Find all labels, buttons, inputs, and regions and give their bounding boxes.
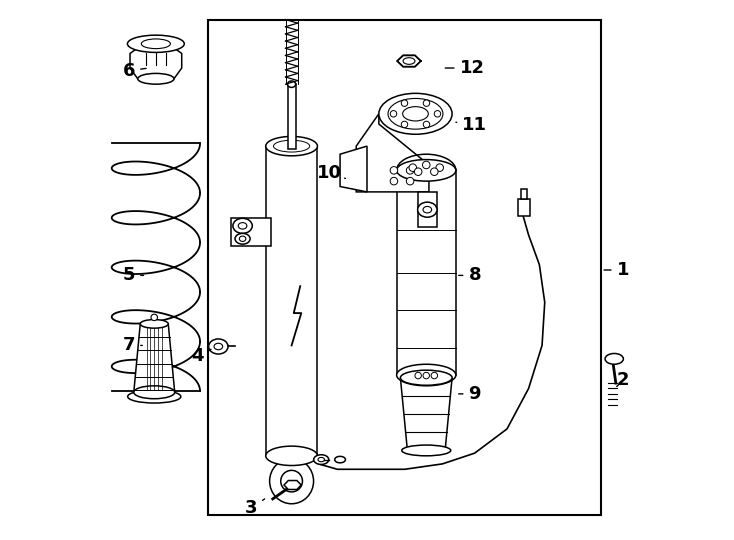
- Bar: [288, 84, 296, 149]
- Circle shape: [415, 168, 422, 176]
- Circle shape: [409, 164, 417, 171]
- Polygon shape: [356, 114, 429, 192]
- Text: 2: 2: [617, 372, 629, 389]
- Text: 4: 4: [191, 347, 211, 365]
- Ellipse shape: [401, 445, 451, 456]
- Ellipse shape: [239, 222, 247, 229]
- Polygon shape: [130, 46, 182, 79]
- Ellipse shape: [318, 457, 324, 462]
- Circle shape: [151, 314, 158, 321]
- Ellipse shape: [403, 106, 429, 121]
- Polygon shape: [134, 324, 175, 392]
- Ellipse shape: [313, 455, 329, 464]
- Circle shape: [407, 166, 414, 174]
- Circle shape: [407, 177, 414, 185]
- Ellipse shape: [140, 320, 168, 328]
- Ellipse shape: [235, 233, 250, 244]
- Ellipse shape: [423, 206, 432, 213]
- Ellipse shape: [274, 140, 310, 152]
- Ellipse shape: [266, 446, 317, 465]
- Ellipse shape: [138, 73, 174, 84]
- Circle shape: [435, 111, 440, 117]
- Bar: [396, 170, 456, 375]
- Polygon shape: [340, 146, 367, 192]
- Ellipse shape: [379, 93, 452, 134]
- Circle shape: [423, 373, 429, 379]
- Ellipse shape: [396, 364, 456, 386]
- Ellipse shape: [280, 470, 302, 492]
- Ellipse shape: [214, 343, 222, 350]
- Ellipse shape: [403, 58, 415, 64]
- Circle shape: [424, 121, 429, 127]
- Circle shape: [431, 168, 438, 176]
- Circle shape: [424, 100, 429, 106]
- Ellipse shape: [134, 386, 175, 399]
- Text: 7: 7: [123, 336, 142, 354]
- Text: 1: 1: [604, 261, 629, 279]
- Polygon shape: [400, 377, 452, 450]
- Text: 5: 5: [123, 266, 143, 285]
- Ellipse shape: [266, 137, 317, 156]
- Polygon shape: [284, 481, 301, 489]
- Ellipse shape: [208, 339, 228, 354]
- Text: 12: 12: [446, 59, 484, 77]
- Bar: [520, 189, 527, 199]
- Ellipse shape: [388, 98, 443, 129]
- Bar: [517, 199, 530, 216]
- Circle shape: [431, 373, 437, 379]
- Ellipse shape: [396, 160, 456, 181]
- Ellipse shape: [233, 218, 252, 233]
- Ellipse shape: [605, 354, 623, 364]
- Circle shape: [423, 161, 430, 168]
- Ellipse shape: [418, 202, 437, 217]
- Circle shape: [390, 166, 398, 174]
- Text: 6: 6: [123, 62, 146, 80]
- Text: 11: 11: [456, 116, 487, 133]
- Ellipse shape: [400, 370, 452, 385]
- Circle shape: [401, 121, 407, 127]
- Polygon shape: [230, 218, 271, 246]
- Text: 8: 8: [459, 266, 481, 285]
- Circle shape: [401, 100, 407, 106]
- Ellipse shape: [128, 35, 184, 52]
- Polygon shape: [418, 192, 437, 227]
- Bar: [266, 146, 317, 456]
- Ellipse shape: [239, 236, 246, 241]
- Circle shape: [415, 373, 421, 379]
- Ellipse shape: [335, 456, 346, 463]
- Text: 10: 10: [317, 164, 346, 182]
- Ellipse shape: [142, 39, 170, 49]
- Circle shape: [436, 164, 443, 171]
- Ellipse shape: [288, 81, 296, 87]
- Circle shape: [390, 111, 397, 117]
- Text: 3: 3: [245, 499, 265, 517]
- Text: 9: 9: [459, 385, 481, 403]
- Circle shape: [390, 177, 398, 185]
- Polygon shape: [397, 56, 421, 66]
- Ellipse shape: [128, 390, 181, 403]
- Ellipse shape: [269, 458, 313, 504]
- Bar: [208, 19, 601, 515]
